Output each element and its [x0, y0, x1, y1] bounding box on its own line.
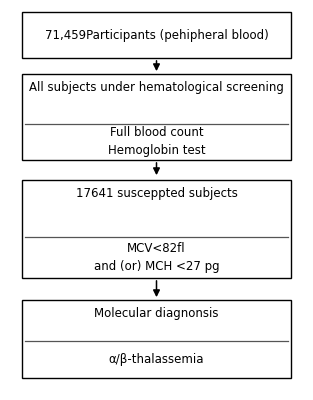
- Text: 17641 susceppted subjects: 17641 susceppted subjects: [75, 187, 238, 200]
- Bar: [22, 12, 291, 58]
- Text: Full blood count
Hemoglobin test: Full blood count Hemoglobin test: [108, 126, 205, 158]
- Text: MCV<82fl
and (or) MCH <27 pg: MCV<82fl and (or) MCH <27 pg: [94, 242, 219, 273]
- Text: All subjects under hematological screening: All subjects under hematological screeni…: [29, 81, 284, 94]
- Text: α/β-thalassemia: α/β-thalassemia: [109, 353, 204, 366]
- Bar: [22, 300, 291, 378]
- Text: 71,459Participants (pehipheral blood): 71,459Participants (pehipheral blood): [45, 28, 268, 42]
- Bar: [22, 74, 291, 160]
- Text: Molecular diagnonsis: Molecular diagnonsis: [94, 307, 219, 320]
- Bar: [22, 180, 291, 278]
